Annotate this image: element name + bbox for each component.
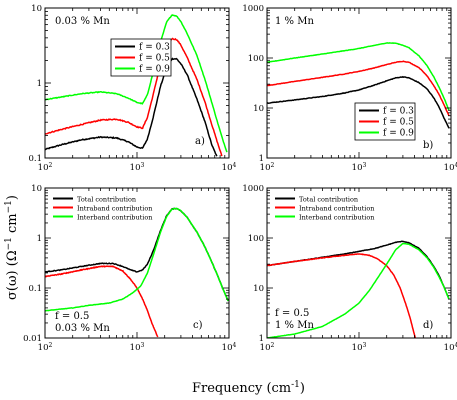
series-c-2 bbox=[45, 265, 159, 338]
panel-d: 102 103 104 1 10 100 1000 f = 0.51 % Mn d) Total … bbox=[242, 184, 457, 353]
x-tick-label: 103 bbox=[352, 162, 367, 174]
legend-entry: f = 0.3 bbox=[139, 43, 170, 53]
y-tick-label: 100 bbox=[248, 234, 264, 244]
y-tick-label: 1000 bbox=[242, 4, 264, 14]
panel-label: c) bbox=[193, 320, 203, 331]
y-tick-label: 1000 bbox=[242, 184, 264, 194]
series-a-2 bbox=[45, 37, 223, 157]
x-tick-label: 102 bbox=[38, 342, 53, 354]
y-tick-label: 0.1 bbox=[28, 284, 42, 294]
y-axis-label: σ(ω) (Ω−1 cm−1) bbox=[4, 195, 20, 300]
y-tick-label: 1 bbox=[259, 154, 264, 164]
series-a-3 bbox=[45, 14, 228, 153]
series-lines-b bbox=[267, 42, 450, 129]
series-b-3 bbox=[267, 42, 450, 111]
annotation: 0.03 % Mn bbox=[55, 323, 110, 334]
panel-label: b) bbox=[423, 140, 433, 151]
y-tick-label: 10 bbox=[253, 284, 264, 294]
series-b-1 bbox=[267, 75, 450, 129]
series-a-1 bbox=[45, 57, 218, 157]
annotation: 1 % Mn bbox=[275, 320, 314, 331]
annotation: f = 0.5 bbox=[55, 311, 89, 322]
x-tick-label: 103 bbox=[130, 342, 145, 354]
y-tick-label: 10 bbox=[31, 184, 42, 194]
ticks-b bbox=[266, 8, 451, 159]
series-lines-a bbox=[45, 14, 228, 157]
y-tick-label: 100 bbox=[248, 54, 264, 64]
x-tick-label: 104 bbox=[444, 342, 457, 354]
series-d-2 bbox=[267, 253, 417, 338]
legend-entry: Total contribution bbox=[299, 196, 358, 204]
x-tick-label: 104 bbox=[222, 162, 237, 174]
x-tick-label: 102 bbox=[38, 162, 53, 174]
x-tick-label: 102 bbox=[260, 342, 275, 354]
legend-entry: f = 0.9 bbox=[139, 65, 170, 75]
x-tick-label: 103 bbox=[352, 342, 367, 354]
legend-entry: f = 0.3 bbox=[383, 107, 414, 117]
legend-entry: Intraband contribution bbox=[77, 205, 152, 213]
legend-entry: f = 0.5 bbox=[383, 118, 414, 128]
y-tick-label: 1 bbox=[37, 234, 42, 244]
annotation: f = 0.5 bbox=[275, 308, 309, 319]
y-tick-label: 1 bbox=[259, 334, 264, 344]
x-axis-label: Frequency (cm-1) bbox=[192, 380, 305, 396]
ticks-c bbox=[44, 188, 229, 339]
x-tick-label: 102 bbox=[260, 162, 275, 174]
legend-entry: Total contribution bbox=[77, 196, 136, 204]
x-tick-label: 104 bbox=[222, 342, 237, 354]
legend-entry: Interband contribution bbox=[77, 214, 152, 222]
legend-entry: Intraband contribution bbox=[299, 205, 374, 213]
panel-label: a) bbox=[195, 136, 205, 147]
ticks-d bbox=[266, 188, 451, 339]
legend-entry: f = 0.5 bbox=[139, 54, 170, 64]
y-tick-label: 0.1 bbox=[28, 154, 42, 164]
ticks-a bbox=[44, 8, 229, 159]
legend-entry: Interband contribution bbox=[299, 214, 374, 222]
panel-label: d) bbox=[423, 320, 433, 331]
series-b-2 bbox=[267, 60, 450, 116]
legend-entry: f = 0.9 bbox=[383, 129, 414, 139]
y-tick-label: 1 bbox=[37, 79, 42, 89]
x-tick-label: 103 bbox=[130, 162, 145, 174]
legend-b: f = 0.3f = 0.5f = 0.9 bbox=[354, 102, 416, 141]
series-d-3 bbox=[267, 242, 450, 338]
series-lines-d bbox=[267, 240, 450, 338]
y-tick-label: 0.01 bbox=[23, 334, 42, 344]
y-tick-label: 10 bbox=[31, 4, 42, 14]
series-lines-c bbox=[45, 207, 229, 338]
panel-a: 102 103 104 0.1 1 10 0.03 % Mn a) f = 0.3f = 0.5… bbox=[28, 4, 236, 173]
y-tick-label: 10 bbox=[253, 104, 264, 114]
series-c-3 bbox=[45, 207, 229, 312]
annotation: 1 % Mn bbox=[275, 16, 314, 27]
annotation: 0.03 % Mn bbox=[55, 16, 110, 27]
panel-c: 102 103 104 0.01 0.1 1 10 f = 0.50.03 % Mn c) Tot… bbox=[23, 184, 236, 353]
legend-a: f = 0.3f = 0.5f = 0.9 bbox=[110, 38, 172, 77]
series-d-1 bbox=[267, 240, 450, 300]
x-tick-label: 104 bbox=[444, 162, 457, 174]
